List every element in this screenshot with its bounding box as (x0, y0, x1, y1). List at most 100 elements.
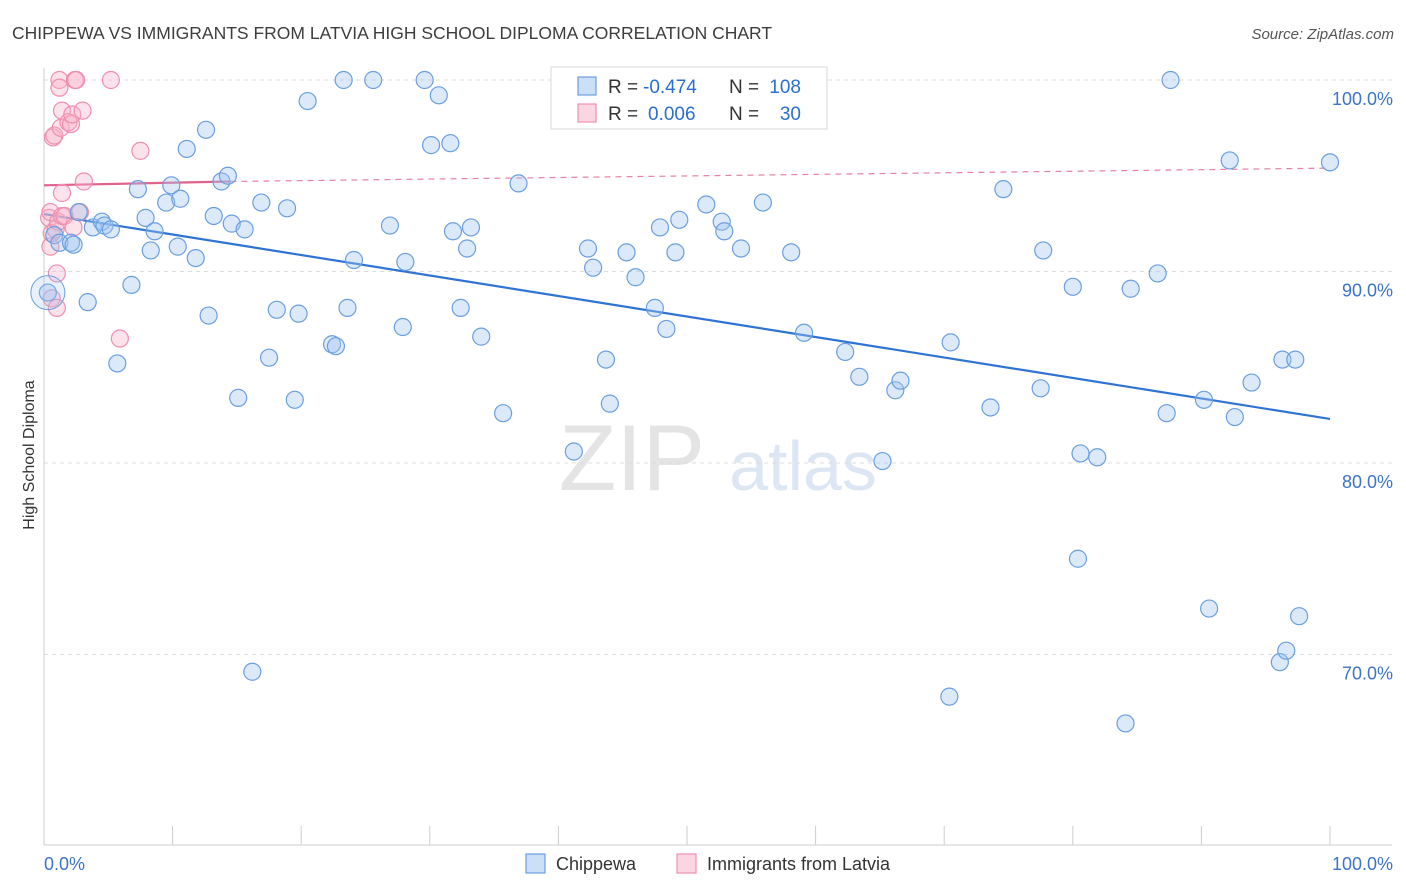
series-chippewa-points (30, 70, 1340, 733)
point-chippewa-74 (731, 239, 751, 258)
bottom-legend: Chippewa Immigrants from Latvia (525, 853, 891, 874)
legend-swatch-latvia (676, 853, 697, 874)
axes (43, 68, 1392, 846)
point-chippewa-85 (981, 398, 1000, 417)
point-chippewa-89 (1063, 277, 1082, 296)
point-chippewa-91 (1071, 444, 1090, 463)
point-chippewa-23 (196, 120, 216, 139)
point-chippewa-80 (873, 451, 892, 471)
point-chippewa-63 (600, 394, 619, 413)
point-chippewa-103 (1270, 653, 1289, 672)
point-chippewa-60 (578, 239, 598, 258)
point-chippewa-104 (1273, 350, 1292, 369)
point-latvia-26 (74, 172, 93, 191)
grid-lines (44, 79, 1392, 655)
point-chippewa-33 (259, 348, 279, 367)
point-latvia-29 (131, 141, 150, 160)
point-chippewa-81 (886, 381, 905, 400)
point-chippewa-58 (509, 174, 528, 193)
point-chippewa-21 (177, 139, 196, 159)
point-chippewa-105 (1277, 641, 1296, 660)
point-latvia-25 (73, 101, 92, 120)
point-chippewa-101 (1225, 407, 1244, 427)
point-chippewa-88 (1034, 241, 1053, 260)
point-chippewa-47 (396, 252, 415, 272)
point-chippewa-56 (472, 327, 491, 346)
point-chippewa-19 (168, 237, 187, 256)
point-chippewa-70 (670, 210, 689, 229)
stats-legend-r-value-chippewa: -0.474 (643, 77, 697, 98)
point-chippewa-52 (443, 222, 463, 241)
point-chippewa-71 (697, 195, 716, 214)
point-chippewa-90 (1068, 549, 1088, 568)
point-latvia-20 (63, 105, 82, 124)
point-latvia-1 (41, 203, 60, 222)
point-chippewa-18 (162, 176, 181, 195)
point-chippewa-29 (229, 388, 248, 407)
point-latvia-14 (52, 183, 72, 203)
stats-legend-n-value-chippewa: 108 (769, 77, 801, 98)
point-chippewa-84 (941, 333, 960, 352)
point-chippewa-48 (415, 70, 434, 90)
chart-title: CHIPPEWA VS IMMIGRANTS FROM LATVIA HIGH … (12, 23, 772, 43)
y-axis-label: High School Diploma (21, 380, 38, 530)
point-chippewa-13 (128, 180, 147, 199)
source-label: Source: ZipAtlas.com (1251, 26, 1394, 43)
stats-legend: R = -0.474 N = 108 R = 0.006 N = 30 (550, 66, 828, 130)
point-chippewa-38 (298, 91, 317, 111)
point-chippewa-61 (584, 258, 603, 277)
point-chippewa-17 (157, 193, 176, 212)
point-chippewa-55 (461, 218, 481, 237)
point-chippewa-96 (1157, 404, 1176, 423)
point-chippewa-42 (338, 298, 357, 317)
point-chippewa-68 (657, 319, 676, 339)
point-chippewa-67 (650, 218, 670, 237)
stats-legend-n-label-latvia: N = (729, 104, 759, 125)
point-chippewa-35 (277, 199, 297, 218)
point-chippewa-75 (753, 193, 772, 212)
point-latvia-23 (67, 70, 86, 90)
y-tick-label-2: 80.0% (1342, 472, 1393, 492)
point-chippewa-87 (1031, 379, 1050, 398)
point-chippewa-106 (1286, 350, 1305, 369)
point-chippewa-31 (243, 662, 262, 681)
tick-labels: 100.0% 90.0% 80.0% 70.0% 0.0% 100.0% (44, 89, 1393, 874)
point-chippewa-64 (617, 243, 636, 262)
point-chippewa-86 (994, 180, 1013, 199)
point-chippewa-57 (494, 404, 513, 423)
point-chippewa-66 (645, 298, 664, 317)
point-chippewa-14 (136, 208, 155, 227)
trend-line-latvia (43, 180, 231, 187)
legend-label-chippewa: Chippewa (556, 854, 637, 874)
point-chippewa-22 (186, 248, 205, 268)
point-chippewa-53 (451, 298, 470, 317)
point-chippewa-98 (1194, 390, 1214, 409)
point-chippewa-94 (1121, 279, 1140, 298)
stats-legend-n-label-chippewa: N = (729, 77, 759, 98)
y-tick-label-1: 90.0% (1342, 281, 1393, 301)
point-chippewa-16 (145, 222, 164, 241)
trend-lines (43, 167, 1331, 421)
point-chippewa-3 (61, 233, 81, 252)
point-chippewa-6 (78, 293, 97, 312)
point-chippewa-45 (380, 216, 400, 235)
point-latvia-21 (64, 218, 83, 237)
point-latvia-12 (50, 78, 69, 97)
point-chippewa-100 (1220, 151, 1239, 170)
x-tick-label-0: 0.0% (44, 854, 85, 874)
point-chippewa-62 (596, 350, 616, 369)
point-latvia-2 (41, 237, 60, 256)
point-chippewa-92 (1088, 448, 1107, 467)
point-latvia-28 (110, 329, 129, 348)
point-chippewa-108 (1320, 153, 1340, 172)
point-chippewa-46 (393, 317, 412, 337)
point-chippewa-49 (421, 136, 441, 155)
point-chippewa-59 (564, 442, 583, 461)
point-latvia-19 (61, 114, 81, 134)
point-chippewa-12 (122, 275, 141, 295)
point-chippewa-79 (850, 367, 869, 386)
point-chippewa-40 (326, 337, 346, 356)
point-chippewa-7 (83, 218, 102, 237)
point-chippewa-15 (141, 241, 160, 260)
stats-legend-r-label-chippewa: R = (608, 77, 638, 98)
